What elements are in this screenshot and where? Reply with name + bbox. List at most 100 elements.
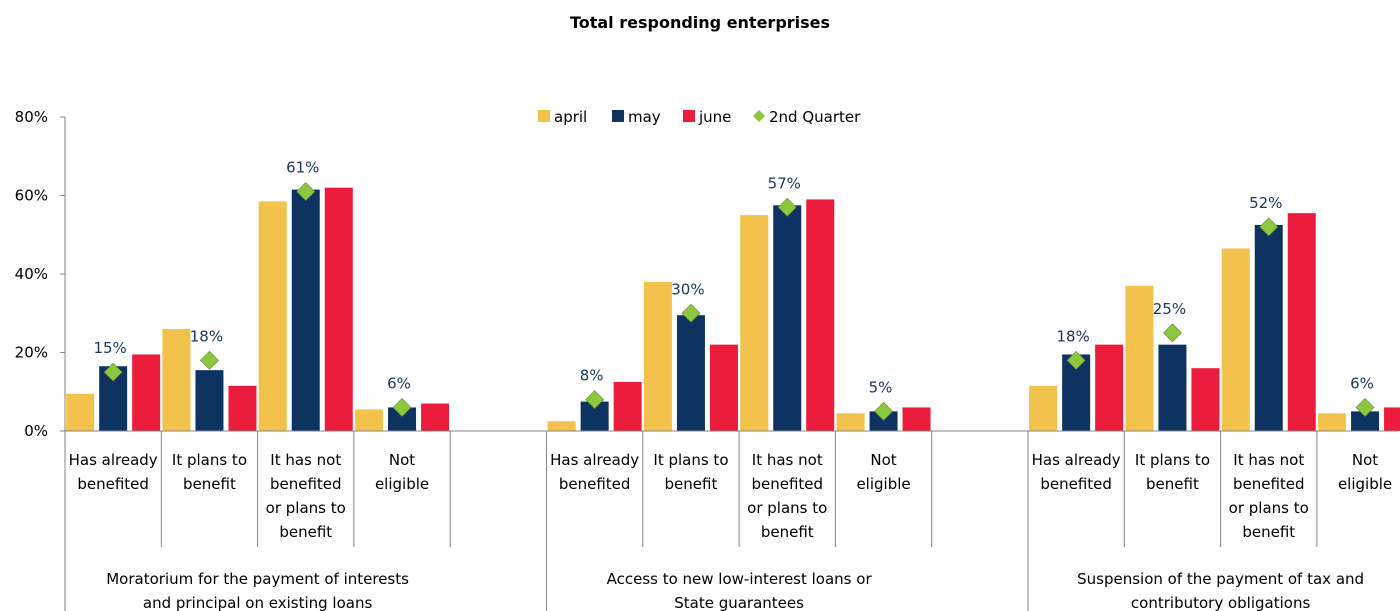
category-label: Has already benefited — [69, 451, 158, 493]
quarter-point — [1066, 350, 1086, 370]
quarter-points: 15% 18% 61% 6% 8% 30% 57% 5% 18% 25% 52% 6% — [93, 159, 1375, 421]
category-label-line: eligible — [375, 475, 429, 493]
category-label-line: benefit — [761, 523, 814, 541]
bar-may — [869, 411, 898, 431]
bar-june — [613, 381, 642, 431]
bar-june — [1287, 213, 1316, 431]
data-label: 25% — [1153, 300, 1186, 318]
category-label-line: Not — [870, 451, 896, 469]
bar-june — [806, 199, 835, 431]
y-axis: 0% 20% 40% 60% 80% — [15, 108, 66, 440]
category-label-line: benefited — [1233, 475, 1305, 493]
bar-may — [1254, 224, 1283, 431]
quarter-point — [874, 401, 893, 421]
bar-june — [709, 344, 738, 431]
bar-may — [1158, 344, 1187, 431]
y-tick-label: 80% — [15, 108, 48, 126]
data-label: 18% — [1056, 327, 1089, 345]
quarter-point — [103, 362, 123, 382]
bar-may — [676, 315, 705, 431]
category-label: It plans to benefit — [172, 451, 247, 493]
data-label: 61% — [286, 159, 319, 177]
bar-april — [66, 393, 95, 431]
quarter-point — [585, 390, 605, 410]
category-label-line: It plans to — [172, 451, 247, 469]
y-tick-label: 20% — [15, 344, 48, 362]
y-tick-label: 60% — [15, 187, 48, 205]
category-label: Not eligible — [375, 451, 429, 493]
category-label-line: or plans to — [747, 499, 827, 517]
group-label-line: Access to new low-interest loans or — [607, 570, 873, 588]
group-label: Access to new low-interest loans or State… — [607, 570, 873, 611]
category-label-line: benefit — [1146, 475, 1199, 493]
bar-june — [1384, 407, 1400, 431]
data-label: 15% — [93, 339, 126, 357]
category-label: Not eligible — [856, 451, 910, 493]
quarter-point — [296, 182, 316, 201]
legend-swatch-quarter — [753, 110, 765, 122]
quarter-point — [1259, 217, 1279, 237]
category-label-line: eligible — [1338, 475, 1392, 493]
bar-april — [836, 413, 865, 431]
bar-june — [324, 187, 353, 431]
bar-june — [421, 403, 450, 431]
category-label-line: benefited — [559, 475, 631, 493]
category-label-line: benefit — [279, 523, 332, 541]
bar-june — [1191, 368, 1220, 431]
quarter-point — [777, 197, 797, 217]
category-label-line: Not — [389, 451, 415, 469]
bar-may — [291, 189, 320, 431]
data-label: 30% — [671, 280, 704, 298]
legend-swatch-june — [683, 110, 695, 122]
bar-june — [132, 354, 161, 431]
data-label: 6% — [387, 374, 411, 392]
legend-label: april — [554, 108, 587, 126]
bar-april — [740, 215, 769, 431]
bar-may — [773, 205, 802, 431]
bar-april — [258, 201, 287, 431]
bar-may — [388, 407, 417, 431]
group-label-line: Suspension of the payment of tax and — [1077, 570, 1364, 588]
bar-april — [1221, 248, 1250, 431]
category-label-line: It plans to — [653, 451, 728, 469]
quarter-point — [200, 350, 219, 370]
category-label: Has already benefited — [1032, 451, 1121, 493]
bar-june — [1095, 344, 1124, 431]
category-label-line: benefited — [77, 475, 149, 493]
group-label: Moratorium for the payment of interests a… — [106, 570, 409, 611]
bar-june — [902, 407, 931, 431]
category-label-line: benefited — [751, 475, 823, 493]
category-label: It plans to benefit — [1135, 451, 1210, 493]
data-label: 52% — [1249, 194, 1282, 212]
y-tick-label: 40% — [15, 265, 48, 283]
category-label: Has already benefited — [550, 451, 639, 493]
category-label-line: Has already — [69, 451, 158, 469]
bar-april — [1029, 385, 1058, 431]
category-label-line: benefited — [270, 475, 342, 493]
data-label: 6% — [1350, 374, 1374, 392]
category-label-line: Not — [1352, 451, 1378, 469]
quarter-point — [681, 303, 701, 323]
bar-april — [355, 409, 384, 431]
data-label: 5% — [869, 378, 893, 396]
quarter-point — [1163, 323, 1182, 343]
legend-label: june — [698, 108, 731, 126]
bars — [66, 187, 1400, 431]
category-label-line: benefit — [665, 475, 718, 493]
bar-april — [162, 328, 191, 431]
group-label: Suspension of the payment of tax and cont… — [1077, 570, 1364, 611]
legend-label: 2nd Quarter — [769, 108, 861, 126]
group-label-line: contributory obligations — [1131, 594, 1311, 611]
bar-june — [228, 385, 257, 431]
category-label-line: or plans to — [266, 499, 346, 517]
category-label-line: It plans to — [1135, 451, 1210, 469]
category-label: Not eligible — [1338, 451, 1392, 493]
category-label-line: It has not — [752, 451, 823, 469]
bar-april — [643, 281, 672, 431]
category-label-line: Has already — [550, 451, 639, 469]
category-label-line: Has already — [1032, 451, 1121, 469]
data-label: 57% — [768, 174, 801, 192]
data-label: 8% — [580, 367, 604, 385]
x-axis: Moratorium for the payment of interests a… — [64, 430, 1397, 611]
